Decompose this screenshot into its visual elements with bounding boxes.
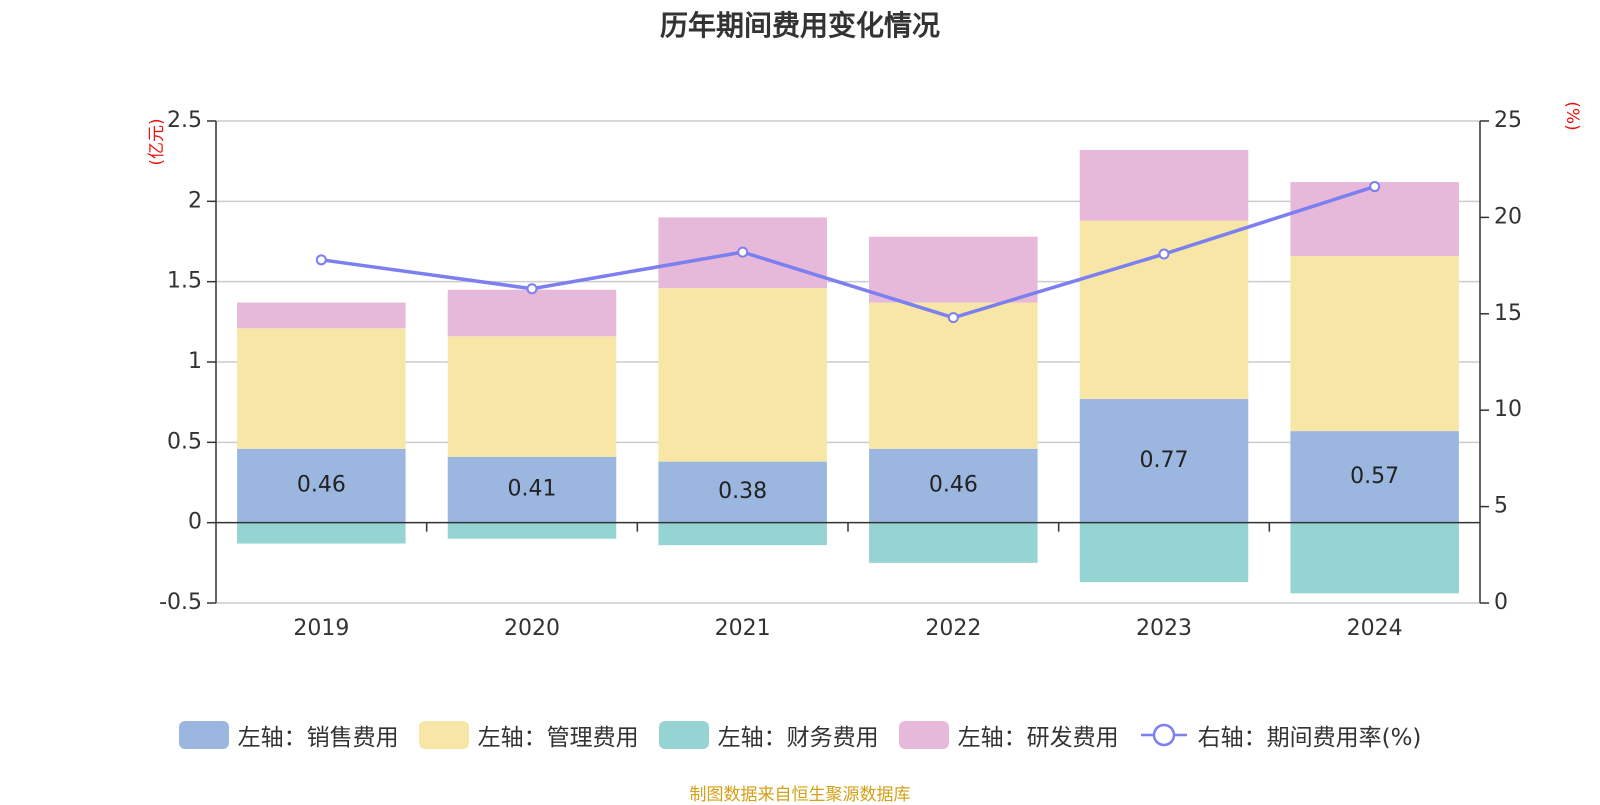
rate-point	[1158, 248, 1170, 260]
x-axis-tick-label: 2022	[925, 616, 981, 641]
rate-point	[1369, 181, 1381, 193]
bar-value-label: 0.41	[508, 477, 557, 502]
legend-swatch	[418, 721, 469, 749]
bar-value-label: 0.38	[718, 479, 767, 504]
legend-label: 左轴：财务费用	[717, 725, 879, 751]
left-axis-tick-label: 1.5	[167, 269, 202, 294]
legend-swatch	[658, 721, 709, 749]
rate-point	[526, 283, 538, 295]
legend-item-rate_line[interactable]: 右轴：期间费用率(%)	[1139, 718, 1422, 752]
source-note: 制图数据来自恒生聚源数据库	[689, 785, 911, 805]
bar-series	[237, 149, 1459, 594]
bar-admin-2022	[869, 302, 1038, 449]
data-labels: 0.46 0.41 0.38 0.46 0.77 0.57	[297, 448, 1399, 504]
legend-item-rd[interactable]: 左轴：研发费用	[898, 718, 1119, 752]
bar-admin-2024	[1290, 255, 1459, 432]
left-axis-tick-label: -0.5	[159, 590, 202, 615]
bar-finance-2022	[869, 522, 1038, 563]
right-axis-tick-label: 5	[1494, 494, 1508, 519]
x-axis-tick-label: 2019	[293, 616, 349, 641]
legend: 左轴：销售费用 左轴：管理费用 左轴：财务费用 左轴：研发费用 右轴：期间费用率(%)	[0, 718, 1600, 752]
bar-admin-2020	[447, 336, 617, 457]
legend-swatch	[898, 721, 949, 749]
rate-point	[315, 254, 327, 266]
chart-canvas: (亿元) (%) -0.5 0 0.5 1 1.5 2 2.5 0 5 10 15 20 25 2019 2…	[147, 101, 1582, 641]
bar-rd-2019	[237, 302, 406, 329]
bar-rd-2020	[447, 289, 617, 337]
rate-point	[737, 246, 749, 258]
legend-line-icon	[1140, 723, 1187, 747]
left-axis-tick-label: 2.5	[167, 108, 202, 133]
x-axis-tick-label: 2023	[1136, 616, 1192, 641]
bar-admin-2021	[658, 288, 827, 462]
legend-item-finance[interactable]: 左轴：财务费用	[658, 718, 879, 752]
right-axis-tick-label: 15	[1494, 301, 1522, 326]
legend-label: 左轴：销售费用	[237, 725, 399, 751]
axes: -0.5 0 0.5 1 1.5 2 2.5 0 5 10 15 20 25 2019 2020 2021 20…	[159, 108, 1522, 641]
grid-lines	[216, 120, 1480, 604]
left-axis-tick-label: 1	[188, 349, 202, 374]
bar-rd-2023	[1079, 149, 1249, 221]
bar-admin-2019	[237, 328, 406, 449]
legend-item-sales[interactable]: 左轴：销售费用	[178, 718, 399, 752]
bar-sales-2021	[658, 461, 827, 523]
bar-admin-2023	[1079, 220, 1249, 399]
right-axis-tick-label: 0	[1494, 590, 1508, 615]
right-axis-unit: (%)	[1562, 101, 1582, 130]
bar-rd-2024	[1290, 182, 1459, 256]
x-axis-tick-label: 2020	[504, 616, 560, 641]
left-axis-unit: (亿元)	[147, 118, 167, 165]
left-axis-tick-label: 2	[188, 188, 202, 213]
bar-finance-2019	[237, 522, 406, 544]
bar-rd-2022	[869, 236, 1038, 303]
legend-label: 右轴：期间费用率(%)	[1197, 725, 1422, 751]
bar-sales-2019	[237, 448, 406, 523]
right-axis-tick-label: 10	[1494, 397, 1522, 422]
bar-value-label: 0.77	[1140, 448, 1189, 473]
rate-line-series	[315, 181, 1381, 324]
bar-finance-2021	[658, 522, 827, 546]
legend-swatch	[178, 721, 229, 749]
chart-title: 历年期间费用变化情况	[659, 9, 940, 42]
bar-sales-2024	[1290, 431, 1459, 523]
bar-sales-2020	[447, 456, 617, 523]
x-axis-tick-label: 2021	[715, 616, 771, 641]
bar-value-label: 0.46	[929, 473, 978, 498]
left-axis-tick-label: 0.5	[167, 429, 202, 454]
right-axis-tick-label: 20	[1494, 204, 1522, 229]
right-axis-tick-label: 25	[1494, 108, 1522, 133]
bar-finance-2023	[1079, 522, 1249, 583]
bar-value-label: 0.57	[1350, 464, 1399, 489]
bar-sales-2022	[869, 448, 1038, 523]
x-axis-tick-label: 2024	[1347, 616, 1403, 641]
bar-sales-2023	[1079, 398, 1249, 523]
legend-label: 左轴：研发费用	[957, 725, 1119, 751]
rate-line	[321, 184, 1376, 320]
legend-label: 左轴：管理费用	[477, 725, 639, 751]
legend-item-admin[interactable]: 左轴：管理费用	[418, 718, 639, 752]
bar-value-label: 0.46	[297, 473, 346, 498]
bar-finance-2024	[1290, 522, 1459, 594]
rate-point	[947, 312, 959, 324]
left-axis-tick-label: 0	[188, 510, 202, 535]
bar-finance-2020	[447, 522, 617, 539]
